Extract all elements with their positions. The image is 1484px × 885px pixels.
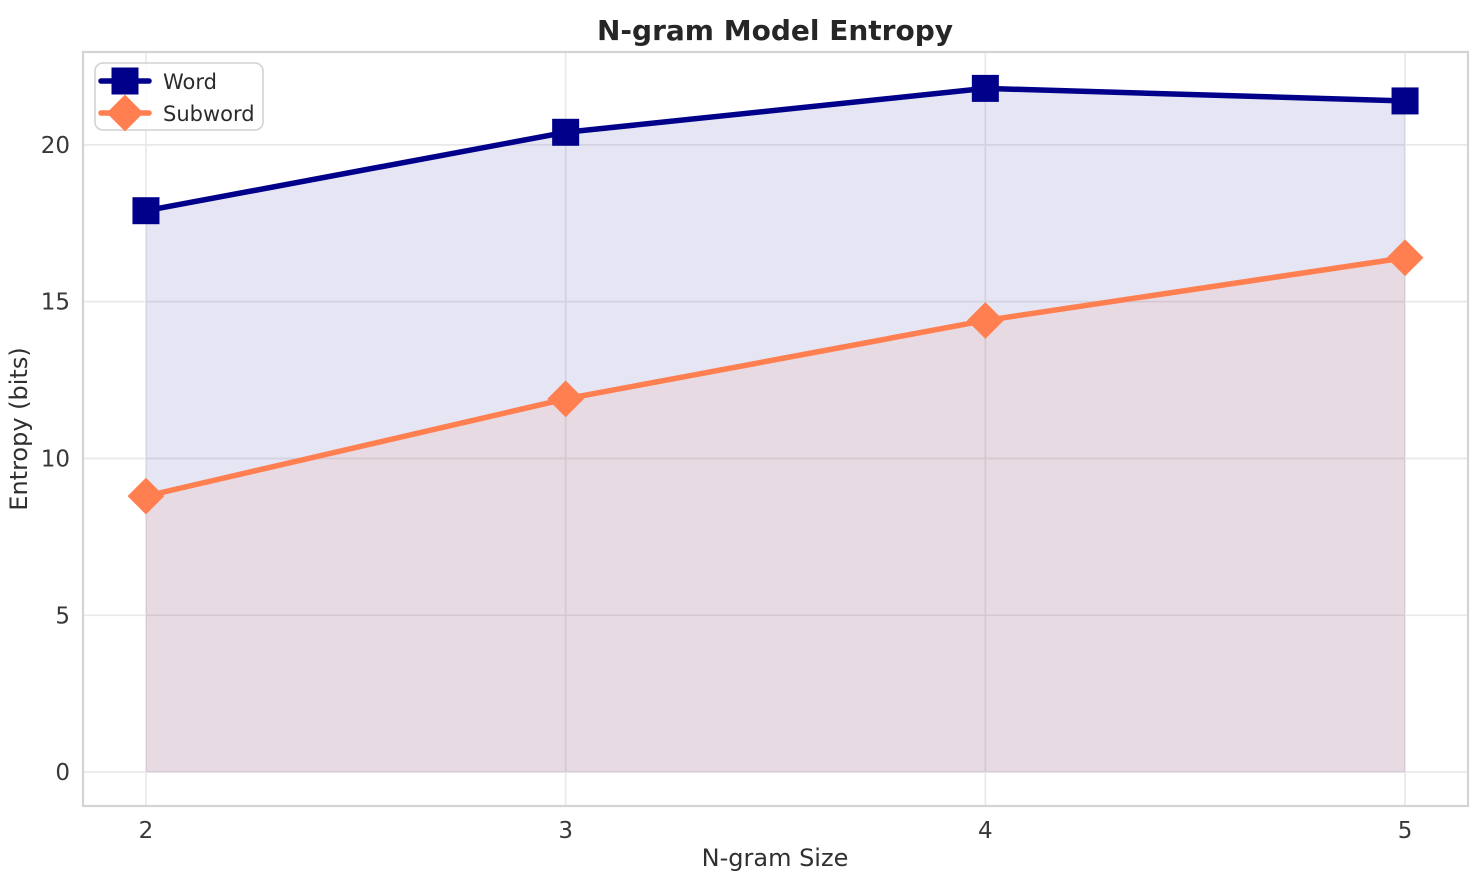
- series-layer: [127, 74, 1424, 515]
- y-tick-label: 0: [55, 760, 70, 786]
- y-tick-label: 5: [55, 603, 70, 629]
- legend-label-word: Word: [163, 70, 217, 94]
- line-word: [143, 85, 1408, 214]
- axes-frame-layer: [81, 50, 1470, 808]
- point-word-5-marker: [1391, 87, 1419, 115]
- tick-label-layer: 0 5 10 15 20 2 3 4 5: [41, 133, 1413, 844]
- y-tick-label: 20: [41, 133, 70, 159]
- x-axis-label: N-gram Size: [702, 844, 849, 872]
- point-subword-4-marker: [966, 302, 1004, 339]
- chart-title: N-gram Model Entropy: [597, 14, 953, 47]
- y-tick-label: 10: [41, 446, 70, 472]
- x-tick-label: 2: [139, 818, 154, 844]
- x-tick-label: 5: [1398, 818, 1413, 844]
- y-tick-label: 15: [41, 290, 70, 316]
- point-subword-5-marker: [1386, 239, 1424, 277]
- axes-frame: [81, 50, 1470, 808]
- legend-word-marker: [111, 67, 139, 95]
- point-word-2-marker: [132, 197, 160, 225]
- point-subword-2-marker: [127, 477, 165, 515]
- point-subword-3-marker: [547, 380, 585, 418]
- y-axis-label: Entropy (bits): [5, 347, 33, 510]
- legend: Word Subword: [94, 62, 264, 132]
- series-subword: [127, 239, 1424, 515]
- area-fill-layer: [145, 88, 1406, 773]
- legend-item-word: Word: [98, 67, 217, 95]
- series-word: [132, 74, 1419, 225]
- point-word-3-marker: [552, 118, 580, 146]
- area-fill-word: [145, 88, 1406, 773]
- legend-label-subword: Subword: [163, 102, 255, 126]
- line-subword: [143, 255, 1408, 499]
- x-tick-label: 3: [558, 818, 573, 844]
- legend-subword-marker: [106, 94, 144, 132]
- point-word-4-marker: [971, 74, 999, 102]
- area-fill-subword: [145, 257, 1406, 773]
- legend-item-subword: Subword: [98, 94, 255, 132]
- x-tick-label: 4: [978, 818, 993, 844]
